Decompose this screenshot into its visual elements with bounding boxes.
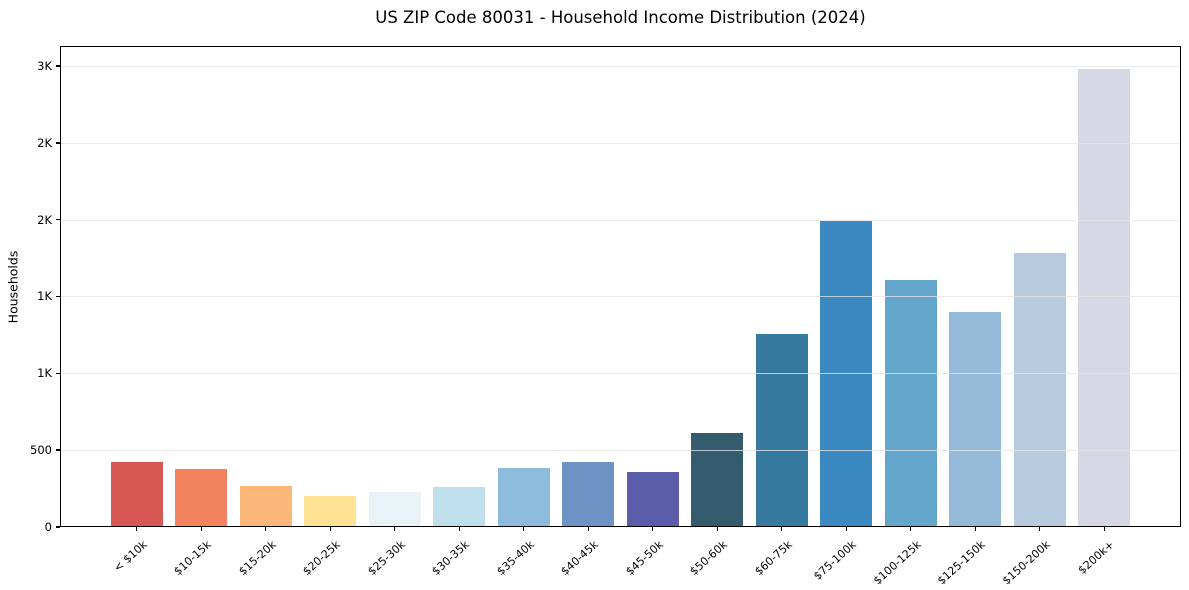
x-tick-label-text: $60-75k [752,538,795,579]
chart-title: US ZIP Code 80031 - Household Income Dis… [375,8,866,27]
x-tick-mark [136,527,138,531]
x-tick-mark [265,527,267,531]
bar [949,311,1002,527]
bar [884,279,937,527]
y-tick-label: 2K [37,135,52,150]
gridline [60,142,1181,144]
x-tick-label-text: $20-25k [300,538,343,579]
y-axis-label: Households [5,250,21,324]
bar [755,334,808,527]
bar [175,469,228,527]
x-tick-label-text: $125-150k [935,538,988,588]
bar [433,487,486,527]
y-tick-mark [55,218,60,221]
x-tick-label-text: $35-40k [494,538,537,579]
y-tick-mark [55,295,60,298]
x-tick-label-text: $150-200k [999,538,1053,588]
y-tick-label: 3K [37,58,52,73]
y-tick-mark [55,526,60,528]
x-tick-mark [458,527,460,531]
x-tick-mark [781,527,783,531]
x-tick-label-text: $200k+ [1075,538,1117,577]
y-tick-mark [55,142,60,144]
y-tick-label: 2K [37,212,52,227]
y-tick-mark [55,65,60,67]
x-tick-mark [200,527,202,531]
x-tick-mark [845,527,847,531]
y-tick-mark [55,372,60,375]
x-tick-label-text: $10-15k [171,538,214,579]
gridline [60,373,1181,375]
x-tick-label-text: < $10k [110,538,150,575]
bar [691,432,744,527]
gridline [60,65,1181,67]
x-tick-label-text: $100-125k [870,538,924,588]
y-tick-label: 1K [37,289,52,304]
x-tick-mark [652,527,654,531]
bar [368,491,421,527]
x-tick-mark [716,527,718,531]
gridline [60,450,1181,452]
gridline [60,296,1181,298]
x-tick-mark [1103,527,1105,531]
x-tick-mark [974,527,976,531]
x-tick-label-text: $30-35k [429,538,472,579]
x-tick-mark [1039,527,1041,531]
x-tick-label-text: $25-30k [365,538,408,579]
x-tick-label-text: $50-60k [687,538,730,579]
x-tick-label-text: $40-45k [558,538,601,579]
bar [239,485,292,527]
x-tick-label-text: $75-100k [811,538,859,583]
y-tick-label: 0 [44,520,52,534]
plot-area [60,46,1181,527]
bar [304,495,357,527]
bar [497,467,550,527]
x-tick-mark [329,527,331,531]
y-tick-mark [55,449,60,451]
x-tick-label-text: $15-20k [236,538,279,579]
y-tick-label: 500 [30,443,52,458]
bar [1013,253,1066,527]
bar [1078,69,1131,527]
x-tick-mark [587,527,589,531]
y-tick-label: 1K [37,366,52,381]
gridline [60,219,1181,221]
x-tick-label-text: $45-50k [623,538,666,579]
bar [626,471,679,527]
x-tick-mark [910,527,912,531]
x-tick-mark [523,527,525,531]
bar [562,462,615,527]
x-tick-mark [394,527,396,531]
bar [110,462,163,527]
